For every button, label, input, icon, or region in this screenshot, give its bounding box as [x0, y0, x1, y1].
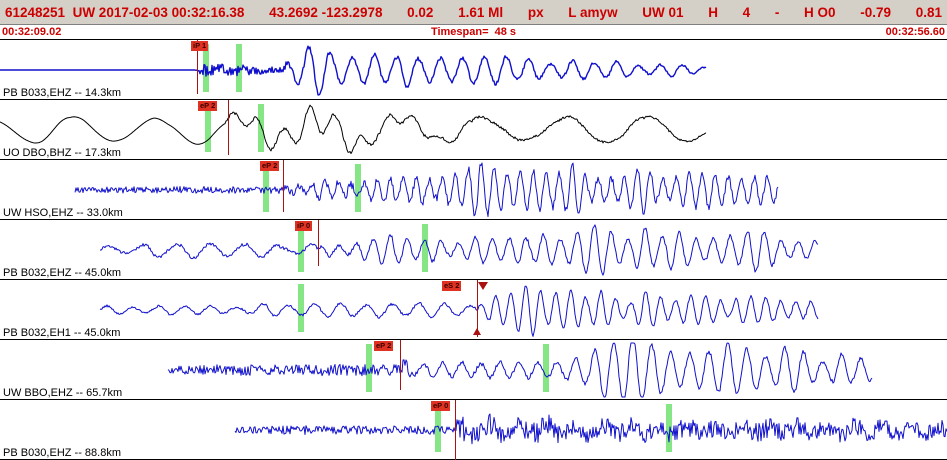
- pick-flag-down[interactable]: [478, 282, 488, 290]
- arrival-window-bar: [258, 104, 264, 152]
- pick-label[interactable]: eP 2: [260, 161, 280, 171]
- pick-label[interactable]: eP 2: [374, 341, 394, 351]
- waveform: [74, 162, 779, 218]
- window-start-time: 00:32:09.02: [2, 26, 62, 38]
- header-field: H: [708, 4, 718, 20]
- station-label: UO DBO,BHZ -- 17.3km: [3, 147, 121, 159]
- arrival-window-bar: [203, 44, 209, 92]
- arrival-window-bar: [298, 284, 304, 332]
- trace-panel[interactable]: eP 2 UW BBO,EHZ -- 65.7km: [0, 340, 947, 400]
- trace-panel[interactable]: iP 1 PB B033,EHZ -- 14.3km: [0, 40, 947, 100]
- pick-label[interactable]: eS 2: [442, 281, 462, 291]
- analyst-field: L amyw: [568, 4, 618, 20]
- arrival-window-bar: [543, 344, 549, 392]
- trace-panel[interactable]: eP 0 PB B030,EHZ -- 88.8km: [0, 400, 947, 460]
- waveform: [99, 224, 819, 276]
- pick-line[interactable]: [400, 340, 401, 390]
- waveform: [99, 285, 819, 337]
- station-label: UW HSO,EHZ -- 33.0km: [3, 207, 123, 219]
- event-title: 61248251 UW 2017-02-03 00:32:16.38: [5, 4, 245, 20]
- network-field: UW 01: [642, 4, 684, 20]
- station-label: PB B032,EHZ -- 45.0km: [3, 267, 121, 279]
- pick-label[interactable]: eP 0: [431, 401, 451, 411]
- arrival-window-bar: [236, 44, 242, 92]
- header-field: 0.02: [407, 4, 434, 20]
- header-field: -0.79: [860, 4, 892, 20]
- station-label: UW BBO,EHZ -- 65.7km: [3, 387, 123, 399]
- pick-line[interactable]: [283, 160, 284, 212]
- header-field: px: [527, 4, 544, 20]
- waveform: [0, 45, 707, 96]
- epicenter-coords: 43.2692 -123.2978: [269, 4, 383, 20]
- pick-line[interactable]: [318, 220, 319, 266]
- station-label: PB B030,EHZ -- 88.8km: [3, 447, 121, 459]
- pick-label[interactable]: iP 0: [295, 221, 313, 231]
- arrival-window-bar: [298, 224, 304, 272]
- pick-label[interactable]: iP 1: [191, 41, 209, 51]
- arrival-window-bar: [355, 164, 361, 212]
- magnitude: 1.61 Ml: [458, 4, 504, 20]
- pick-line[interactable]: [197, 40, 198, 94]
- pick-label[interactable]: eP 2: [198, 101, 218, 111]
- header-bar: 61248251 UW 2017-02-03 00:32:16.38 43.26…: [0, 0, 947, 25]
- pick-line[interactable]: [455, 400, 456, 460]
- header-field: 4: [742, 4, 751, 20]
- arrival-window-bar: [422, 224, 428, 272]
- waveform: [167, 342, 873, 398]
- station-label: PB B032,EH1 -- 45.0km: [3, 327, 121, 339]
- arrival-window-bar: [366, 344, 372, 392]
- waveform: [0, 104, 707, 154]
- arrival-window-bar: [205, 104, 211, 152]
- station-label: PB B033,EHZ -- 14.3km: [3, 87, 121, 99]
- trace-panel[interactable]: eP 2 UO DBO,BHZ -- 17.3km: [0, 100, 947, 160]
- arrival-window-bar: [666, 404, 672, 452]
- pick-line[interactable]: [477, 280, 478, 337]
- trace-panel[interactable]: iP 0 PB B032,EHZ -- 45.0km: [0, 220, 947, 280]
- trace-panel[interactable]: eP 2 UW HSO,EHZ -- 33.0km: [0, 160, 947, 220]
- time-window-row: 00:32:09.02 Timespan= 48 s 00:32:56.60: [0, 25, 947, 40]
- trace-panel[interactable]: eS 2 PB B032,EH1 -- 45.0km: [0, 280, 947, 340]
- pick-flag-up[interactable]: [473, 328, 481, 335]
- header-field: 0.81: [915, 4, 942, 20]
- waveform: [234, 413, 947, 445]
- pick-line[interactable]: [228, 100, 229, 155]
- arrival-window-bar: [435, 404, 441, 452]
- timespan-label: Timespan= 48 s: [430, 26, 517, 38]
- window-end-time: 00:32:56.60: [885, 26, 945, 38]
- header-field: H O0: [804, 4, 836, 20]
- header-field: -: [774, 4, 780, 20]
